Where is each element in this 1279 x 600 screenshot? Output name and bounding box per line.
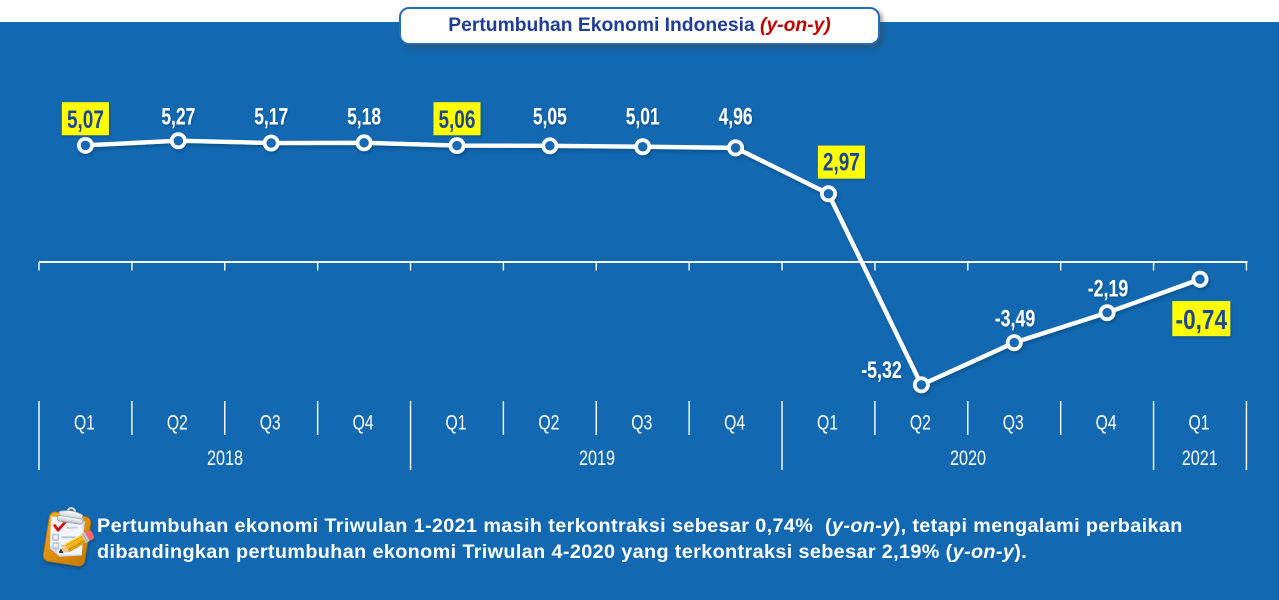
svg-text:Q4: Q4: [353, 412, 374, 435]
svg-text:2018: 2018: [207, 447, 243, 470]
svg-text:Q4: Q4: [724, 412, 745, 435]
svg-text:-2,19: -2,19: [1088, 276, 1129, 303]
svg-text:Q2: Q2: [167, 412, 188, 435]
svg-text:5,06: 5,06: [438, 106, 475, 134]
svg-text:2020: 2020: [950, 447, 986, 470]
svg-text:-3,49: -3,49: [995, 306, 1036, 333]
svg-text:Q3: Q3: [1003, 412, 1024, 435]
svg-text:Q1: Q1: [817, 412, 838, 435]
svg-text:2021: 2021: [1182, 447, 1218, 470]
svg-text:2,97: 2,97: [823, 148, 860, 176]
svg-text:Q3: Q3: [260, 412, 281, 435]
svg-text:Q2: Q2: [910, 412, 931, 435]
svg-text:5,01: 5,01: [626, 104, 660, 131]
svg-text:Q2: Q2: [538, 412, 559, 435]
svg-text:-5,32: -5,32: [861, 357, 902, 384]
svg-text:Q1: Q1: [1189, 412, 1210, 435]
svg-text:5,27: 5,27: [161, 104, 195, 131]
svg-text:Q4: Q4: [1096, 412, 1117, 435]
svg-text:2019: 2019: [579, 447, 615, 470]
svg-text:5,07: 5,07: [67, 106, 104, 134]
svg-text:-0,74: -0,74: [1176, 304, 1228, 335]
svg-text:Q3: Q3: [631, 412, 652, 435]
svg-text:5,17: 5,17: [254, 104, 288, 131]
svg-text:5,05: 5,05: [533, 104, 567, 131]
svg-text:4,96: 4,96: [719, 104, 753, 131]
svg-text:Q1: Q1: [74, 412, 95, 435]
svg-text:Q1: Q1: [445, 412, 466, 435]
svg-text:5,18: 5,18: [347, 104, 381, 131]
